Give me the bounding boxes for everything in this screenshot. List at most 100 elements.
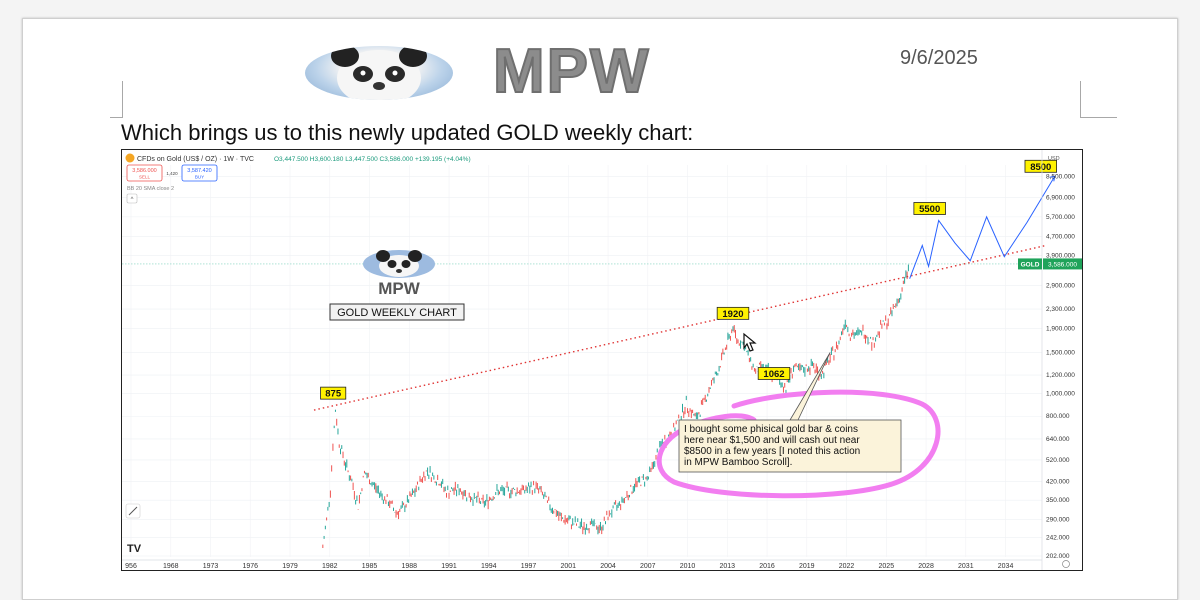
y-tick-label: 2,300.000	[1046, 306, 1075, 313]
projection-line	[909, 175, 1056, 279]
corner-mark-top-right	[1080, 81, 1117, 118]
cursor-arrow-icon	[743, 332, 757, 352]
x-tick-label: 2025	[879, 563, 895, 570]
sell-button[interactable]	[126, 164, 163, 182]
y-tick-label: 800.000	[1046, 413, 1070, 420]
y-tick-label: 2,900.000	[1046, 282, 1075, 289]
chart-panda-logo	[363, 250, 435, 278]
y-tick-label: 520.000	[1046, 457, 1070, 464]
current-price-box	[1043, 258, 1082, 270]
price-callout-box	[716, 306, 750, 320]
x-tick-label: 1976	[242, 563, 258, 570]
gold-symbol-tag	[1018, 258, 1042, 270]
y-tick-label: 640.000	[1046, 436, 1070, 443]
buy-price: 3,587.420	[187, 168, 211, 174]
note-line-2: here near $1,500 and will cash out near	[684, 435, 860, 446]
y-tick-label: 5,700.000	[1046, 214, 1075, 221]
y-tick-label: 1,500.000	[1046, 349, 1075, 356]
x-tick-label: 2028	[918, 563, 934, 570]
y-tick-label: 350.000	[1046, 497, 1070, 504]
current-price-text: 3,586.000	[1048, 261, 1077, 268]
gold-weekly-chart[interactable]: CFDs on Gold (US$ / OZ) · 1W · TVC O3,44…	[121, 149, 1083, 571]
note-pointer	[789, 352, 831, 421]
trendline-tool-icon	[128, 506, 138, 516]
brand-logo-text: MPW	[492, 36, 651, 107]
price-callout-label: 8500	[1030, 162, 1051, 173]
y-axis: 8,500.000 6,900.000 5,700.000 4,700.000 3,90…	[1041, 150, 1075, 570]
price-callout-label: 1920	[722, 309, 743, 320]
price-callout-box	[757, 367, 791, 380]
note-leader	[789, 352, 831, 421]
projection-arrowhead	[1049, 175, 1056, 182]
x-tick-label: 1985	[362, 563, 378, 570]
x-tick-label: 1968	[163, 563, 179, 570]
x-tick-label: 1982	[322, 563, 338, 570]
chart-canvas[interactable]: CFDs on Gold (US$ / OZ) · 1W · TVC O3,44…	[122, 150, 1082, 570]
x-tick-label: 1994	[481, 563, 497, 570]
note-box	[678, 419, 902, 473]
y-tick-label: 420.000	[1046, 479, 1070, 486]
buy-label: BUY	[195, 175, 204, 180]
chart-grid	[122, 165, 1042, 557]
y-tick-label: 1,900.000	[1046, 325, 1075, 332]
note-line-3: $8500 in a few years [I noted this actio…	[684, 446, 860, 457]
currency-label: USD	[1048, 156, 1060, 162]
price-callout-label: 5500	[919, 204, 940, 215]
gold-symbol-text: GOLD	[1021, 261, 1040, 268]
x-tick-label: 1997	[521, 563, 537, 570]
y-tick-label: 3,900.000	[1046, 252, 1075, 259]
note-line-1: I bought some phisical gold bar & coins	[684, 424, 858, 435]
y-tick-label: 8,500.000	[1046, 173, 1075, 180]
ohlc-values: O3,447.500 H3,600.180 L3,447.500 C3,586.…	[274, 156, 471, 163]
price-callout-box	[913, 202, 946, 215]
panda-logo	[305, 46, 453, 100]
chevron-up-icon: ^	[131, 197, 134, 203]
x-tick-label: 1988	[401, 563, 417, 570]
sell-price: 3,586.000	[132, 168, 156, 174]
x-tick-label: 2016	[759, 563, 775, 570]
current-price-tag: GOLD 3,586.000	[1018, 258, 1082, 270]
price-callout-box	[320, 386, 347, 400]
corner-mark-top-left	[110, 81, 123, 118]
price-callout-label: 875	[325, 389, 342, 400]
symbol-line: CFDs on Gold (US$ / OZ) · 1W · TVC	[137, 156, 254, 163]
x-tick-label: 2019	[799, 563, 815, 570]
y-tick-label: 1,200.000	[1046, 372, 1075, 379]
chart-title-text: GOLD WEEKLY CHART	[337, 307, 457, 319]
x-tick-label: 956	[125, 563, 137, 570]
price-callout-box	[1024, 159, 1057, 173]
price-bars	[322, 264, 909, 548]
chart-brand-text: MPW	[378, 279, 421, 298]
y-tick-label: 202.000	[1046, 553, 1070, 560]
price-callout-label: 1062	[763, 369, 784, 380]
y-tick-label: 290.000	[1046, 516, 1070, 523]
chart-title-box	[329, 303, 465, 321]
spread-value: 1,420	[166, 171, 178, 176]
gold-symbol-icon	[125, 153, 135, 163]
x-tick-label: 1991	[441, 563, 457, 570]
x-tick-label: 2034	[998, 563, 1014, 570]
x-tick-label: 2007	[640, 563, 656, 570]
buy-button[interactable]	[181, 164, 218, 182]
x-tick-label: 2031	[958, 563, 974, 570]
indicator-label: BB 20 SMA close 2	[127, 186, 174, 192]
collapse-button[interactable]	[126, 193, 138, 204]
x-tick-label: 1979	[282, 563, 298, 570]
intro-text: Which brings us to this newly updated GO…	[121, 120, 694, 145]
x-tick-label: 2001	[560, 563, 576, 570]
y-tick-label: 6,900.000	[1046, 194, 1075, 201]
x-tick-label: 2010	[680, 563, 696, 570]
settings-gear-icon[interactable]	[1062, 560, 1070, 568]
x-axis: 956 1968 1973 1976 1979 1982 1985 1988 1991 1994 1…	[122, 559, 1042, 570]
x-tick-label: 2004	[600, 563, 616, 570]
price-callouts: 875 1920 1062 5500 8500	[320, 159, 1057, 400]
y-tick-label: 4,700.000	[1046, 233, 1075, 240]
y-tick-label: 1,000.000	[1046, 391, 1075, 398]
x-tick-label: 1973	[203, 563, 219, 570]
projection-path	[909, 176, 1056, 279]
panda-icon	[331, 46, 427, 100]
sell-label: SELL	[139, 175, 151, 180]
x-tick-label: 2022	[839, 563, 855, 570]
tradingview-logo-icon: TV	[127, 543, 142, 555]
x-tick-label: 2013	[720, 563, 736, 570]
